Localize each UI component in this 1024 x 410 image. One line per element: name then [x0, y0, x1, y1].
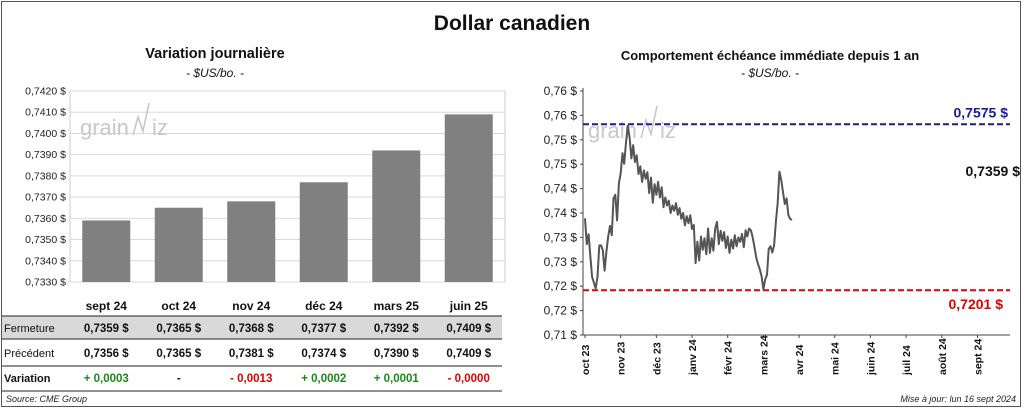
table-cell: + 0,0002: [301, 373, 346, 385]
page-title: Dollar canadien: [433, 12, 591, 35]
left-x-tick: déc 24: [305, 299, 343, 313]
source-note: Source: CME Group: [6, 394, 88, 404]
right-y-tick: 0,74 $: [544, 206, 578, 220]
table-cell: 0,7392 $: [374, 323, 419, 335]
right-x-tick: août 24: [937, 338, 949, 375]
table-cell: 0,7365 $: [156, 348, 201, 360]
table-cell: - 0,0013: [230, 373, 272, 385]
table-cell: 0,7409 $: [446, 323, 491, 335]
table-cell: 0,7356 $: [84, 348, 129, 360]
left-y-tick: 0,7360 $: [25, 213, 66, 225]
grainwiz-watermark: grain: [80, 115, 129, 140]
table-cell: + 0,0001: [374, 373, 420, 385]
left-plot-area: [69, 90, 506, 283]
table-row-label: Variation: [4, 373, 51, 385]
price-series-line: [584, 124, 793, 291]
table-cell: 0,7409 $: [446, 348, 491, 360]
left-x-tick: sept 24: [86, 299, 128, 313]
right-y-tick: 0,72 $: [544, 304, 578, 318]
table-cell: 0,7368 $: [229, 323, 274, 335]
right-y-tick: 0,73 $: [544, 255, 578, 269]
right-x-tick: févr 24: [723, 341, 735, 375]
right-y-tick: 0,73 $: [544, 230, 578, 244]
left-chart-subtitle: - $US/bo. -: [185, 66, 245, 80]
right-x-tick: avr 24: [794, 344, 806, 375]
right-y-tick: 0,75 $: [544, 157, 578, 171]
table-cell: 0,7390 $: [374, 348, 419, 360]
table-cell: -: [177, 373, 181, 385]
grainwiz-watermark-end: iz: [660, 118, 676, 143]
table-cell: 0,7359 $: [84, 323, 129, 335]
update-note: Mise à jour: lun 16 sept 2024: [900, 394, 1016, 404]
right-x-tick: juil 24: [901, 345, 913, 376]
left-x-tick: juin 25: [449, 299, 488, 313]
right-y-tick: 0,74 $: [544, 182, 578, 196]
max-line-label: 0,7575 $: [954, 104, 1009, 120]
right-x-tick: sept 24: [972, 339, 984, 375]
right-y-tick: 0,76 $: [544, 84, 578, 98]
left-y-tick: 0,7340 $: [25, 255, 66, 267]
right-x-tick: déc 23: [651, 342, 663, 375]
watermark-mark: [640, 105, 658, 139]
right-x-tick: nov 23: [616, 342, 628, 375]
left-bar: [227, 201, 276, 282]
left-y-tick: 0,7410 $: [25, 107, 66, 119]
table-row-label: Précédent: [4, 348, 54, 360]
left-y-tick: 0,7370 $: [25, 192, 66, 204]
left-bar: [82, 220, 131, 282]
grainwiz-watermark-end: iz: [152, 115, 168, 140]
left-y-tick: 0,7400 $: [25, 128, 66, 140]
right-chart-subtitle: - $US/bo. -: [740, 66, 800, 80]
right-x-tick: mars 24: [758, 335, 770, 375]
table-row-highlight: [2, 316, 502, 339]
table-cell: 0,7365 $: [156, 323, 201, 335]
right-x-tick: oct 23: [580, 344, 592, 375]
table-cell: + 0,0003: [84, 373, 129, 385]
left-x-tick: oct 24: [161, 299, 196, 313]
right-y-tick: 0,72 $: [544, 279, 578, 293]
right-chart-title: Comportement échéance immédiate depuis 1…: [620, 48, 920, 63]
right-y-tick: 0,76 $: [544, 108, 578, 122]
right-x-tick: juin 24: [865, 342, 877, 376]
left-y-tick: 0,7350 $: [25, 234, 66, 246]
min-line-label: 0,7201 $: [949, 296, 1004, 312]
left-x-tick: nov 24: [232, 299, 270, 313]
right-x-tick: janv 24: [687, 339, 699, 376]
left-x-tick: mars 25: [374, 299, 420, 313]
table-cell: 0,7377 $: [301, 323, 346, 335]
right-x-tick: mai 24: [830, 342, 842, 375]
left-bar: [154, 207, 203, 282]
right-y-tick: 0,75 $: [544, 133, 578, 147]
table-cell: - 0,0000: [448, 373, 490, 385]
table-cell: 0,7374 $: [301, 348, 346, 360]
left-y-tick: 0,7420 $: [25, 86, 66, 98]
left-y-tick: 0,7390 $: [25, 149, 66, 161]
last-value-label: 0,7359 $: [966, 163, 1021, 179]
watermark-mark: [132, 102, 150, 136]
left-bar: [444, 114, 493, 282]
table-cell: 0,7381 $: [229, 348, 274, 360]
left-chart-title: Variation journalière: [145, 46, 285, 62]
left-bar: [372, 150, 421, 282]
right-y-tick: 0,71 $: [544, 328, 578, 342]
table-row-label: Fermeture: [4, 323, 55, 335]
left-y-tick: 0,7380 $: [25, 170, 66, 182]
left-y-tick: 0,7330 $: [25, 277, 66, 289]
left-bar: [299, 182, 348, 282]
